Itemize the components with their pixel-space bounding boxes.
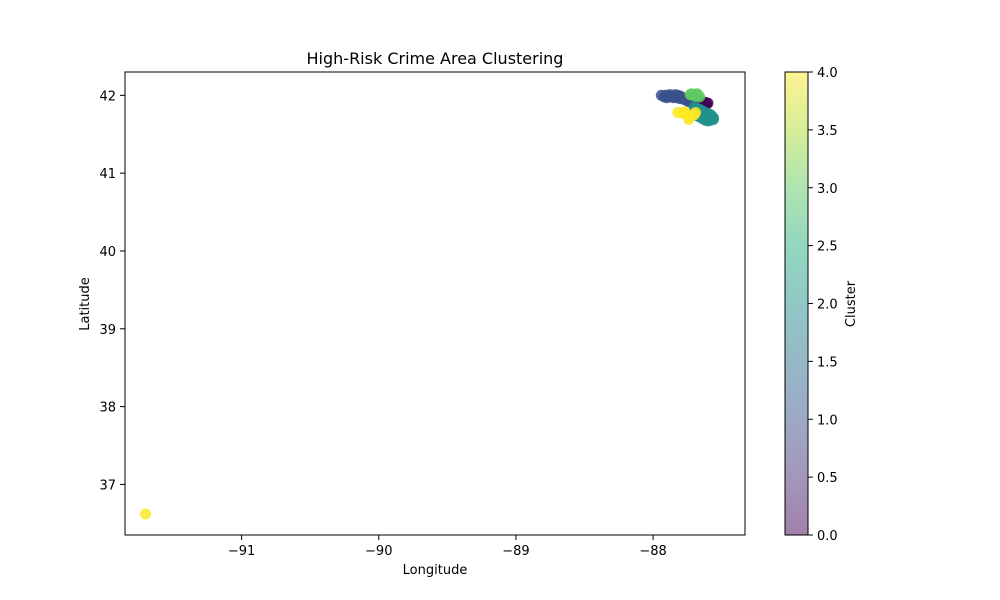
y-axis-label: Latitude <box>78 277 93 331</box>
x-axis: −91 −90 −89 −88 <box>228 535 667 559</box>
chart-title: High-Risk Crime Area Clustering <box>307 49 564 68</box>
colorbar-tick-label: 2.5 <box>817 240 838 255</box>
y-axis: 37 38 39 40 41 42 <box>99 89 125 493</box>
cluster-2-point <box>701 112 713 124</box>
cluster-4-point <box>679 106 691 118</box>
x-tick-label: −89 <box>502 544 529 559</box>
y-tick-label: 42 <box>99 89 116 104</box>
x-tick-label: −90 <box>365 544 392 559</box>
colorbar-tick-label: 0.5 <box>817 471 838 486</box>
y-tick-label: 38 <box>99 401 116 416</box>
cluster-4-point <box>690 107 702 118</box>
cluster-3-point <box>684 89 696 101</box>
colorbar-tick-label: 2.0 <box>817 298 838 313</box>
colorbar-tick-label: 3.0 <box>817 182 838 197</box>
cluster-3-point <box>694 91 706 103</box>
colorbar-tick-label: 0.0 <box>817 529 838 544</box>
colorbar-tick-label: 3.5 <box>817 124 838 139</box>
colorbar-tick-label: 1.0 <box>817 413 838 428</box>
points-layer <box>140 88 719 520</box>
x-tick-label: −88 <box>639 544 666 559</box>
colorbar-fill <box>785 72 808 535</box>
x-tick-label: −91 <box>228 544 255 559</box>
cluster-4-point <box>140 508 152 520</box>
colorbar: 0.0 0.5 1.0 1.5 2.0 2.5 3.0 3.5 4.0 Cluster <box>784 66 859 544</box>
y-tick-label: 40 <box>99 245 116 260</box>
y-tick-label: 41 <box>99 167 116 182</box>
y-tick-label: 37 <box>99 478 116 493</box>
colorbar-tick-label: 4.0 <box>817 66 838 81</box>
cluster-3-series <box>684 88 706 103</box>
y-tick-label: 39 <box>99 323 116 338</box>
colorbar-ticks: 0.0 0.5 1.0 1.5 2.0 2.5 3.0 3.5 4.0 <box>808 66 838 544</box>
cluster-1-point <box>661 92 673 104</box>
x-axis-label: Longitude <box>403 563 468 578</box>
cluster-4-series <box>140 106 702 520</box>
colorbar-tick-label: 1.5 <box>817 355 838 370</box>
plot-frame <box>124 71 746 536</box>
colorbar-label: Cluster <box>844 280 859 327</box>
cluster-1-series <box>655 89 700 110</box>
